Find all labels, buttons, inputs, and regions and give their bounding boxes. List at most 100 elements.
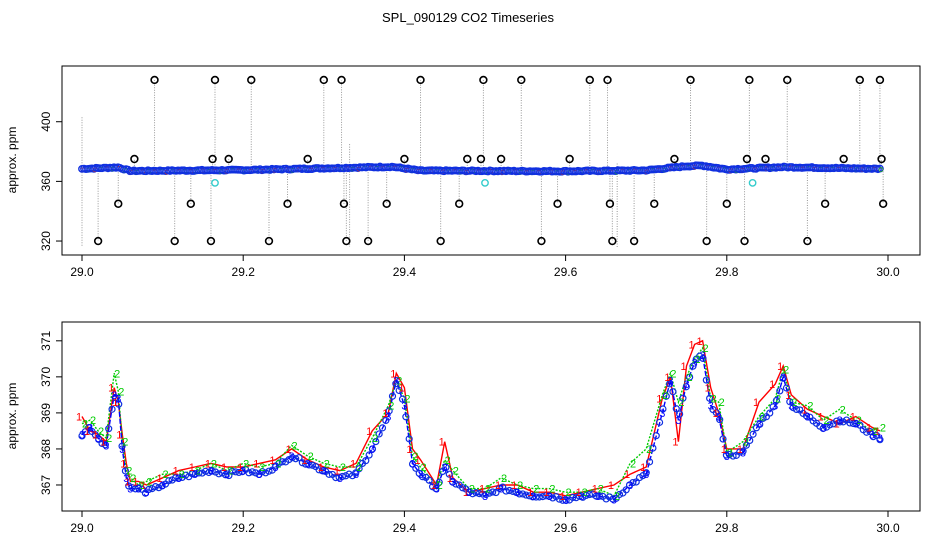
- series-3-point: [98, 439, 106, 448]
- series-1-marker: 1: [817, 412, 823, 424]
- series-1-marker: 1: [157, 473, 163, 485]
- baseline-point: [876, 164, 884, 173]
- series-2-marker: 2: [114, 368, 120, 380]
- series-3-point: [459, 484, 467, 492]
- series-3-marker: 3: [563, 494, 569, 506]
- series-2-marker: 2: [243, 458, 249, 470]
- outlier-point: [319, 75, 328, 85]
- series-2-marker: 2: [118, 386, 124, 398]
- series-3-marker: 3: [514, 487, 520, 499]
- outlier-point: [93, 236, 103, 246]
- series-3-point: [836, 418, 844, 426]
- series-1-marker: 1: [447, 473, 453, 485]
- series-line-1: [81, 339, 881, 497]
- series-2-marker: 2: [404, 393, 410, 405]
- series-2-marker: 2: [872, 426, 878, 438]
- series-3-marker: 3: [79, 430, 85, 442]
- series-2-marker: 2: [356, 462, 362, 474]
- series-3-point: [866, 427, 874, 436]
- series-3-point: [786, 398, 794, 406]
- series-3-point: [245, 469, 253, 477]
- x-tick-label: 30.0: [876, 265, 900, 279]
- series-3-marker: 3: [127, 484, 133, 496]
- series-3-point: [111, 393, 119, 402]
- bottom-plot-frame: [61, 321, 921, 512]
- series-2-marker: 2: [388, 401, 394, 413]
- series-1-marker: 1: [173, 466, 179, 478]
- series-3-point: [479, 490, 487, 498]
- outlier-point: [565, 154, 574, 164]
- series-1-marker: 1: [116, 430, 122, 442]
- series-2-marker: 2: [138, 480, 144, 492]
- series-1-marker: 1: [753, 397, 759, 409]
- outlier-point: [476, 154, 486, 164]
- outlier-point: [537, 236, 546, 246]
- series-2-marker: 2: [630, 458, 636, 470]
- y-tick-label: 370: [39, 367, 53, 387]
- series-3-point: [529, 493, 537, 501]
- series-2-marker: 2: [179, 469, 185, 481]
- series-3-point: [736, 448, 744, 456]
- series-1-marker: 1: [318, 462, 324, 474]
- series-3-point: [288, 454, 296, 462]
- series-3-point: [716, 416, 724, 424]
- series-3-point: [542, 492, 550, 500]
- series-1-marker: 1: [124, 476, 130, 488]
- series-3-point: [402, 413, 410, 421]
- series-3-marker: 3: [675, 415, 681, 427]
- series-3-marker: 3: [240, 466, 246, 478]
- series-2-marker: 2: [775, 393, 781, 405]
- series-3-point: [549, 494, 557, 502]
- series-3-marker: 3: [724, 451, 730, 463]
- cyan-point: [481, 178, 489, 187]
- series-1-marker: 1: [543, 487, 549, 499]
- series-1-marker: 1: [100, 437, 106, 449]
- series-3-marker: 3: [804, 412, 810, 424]
- series-2-marker: 2: [453, 466, 459, 478]
- series-3-point: [302, 460, 310, 468]
- series-3-point: [559, 496, 567, 504]
- outlier-point: [382, 199, 391, 208]
- series-1-marker: 1: [398, 383, 404, 395]
- outlier-point: [114, 199, 123, 208]
- series-3-marker: 3: [683, 379, 689, 391]
- series-3-marker: 3: [434, 484, 440, 496]
- series-3-point: [432, 484, 440, 493]
- series-2-marker: 2: [437, 480, 443, 492]
- outlier-point: [783, 75, 792, 85]
- series-3-point: [746, 436, 754, 445]
- series-3-point: [382, 416, 390, 425]
- series-3-marker: 3: [780, 372, 786, 384]
- series-3-marker: 3: [256, 469, 262, 481]
- series-3-marker: 3: [869, 430, 875, 442]
- series-2-marker: 2: [880, 422, 886, 434]
- series-2-marker: 2: [195, 466, 201, 478]
- series-3-point: [128, 483, 136, 492]
- series-2-marker: 2: [533, 484, 539, 496]
- series-3-point: [125, 482, 133, 490]
- series-3-point: [792, 405, 801, 414]
- series-3-point: [772, 396, 781, 405]
- series-3-point: [235, 468, 243, 477]
- series-3-marker: 3: [95, 433, 101, 445]
- series-3-point: [662, 392, 670, 400]
- series-1-marker: 1: [737, 444, 743, 456]
- series-1-marker: 1: [189, 462, 195, 474]
- series-1-marker: 1: [92, 430, 98, 442]
- series-1-marker: 1: [680, 361, 686, 373]
- series-3-point: [278, 458, 286, 466]
- series-3-marker: 3: [877, 433, 883, 445]
- series-3-marker: 3: [659, 408, 665, 420]
- series-2-marker: 2: [106, 433, 112, 445]
- series-3-point: [231, 468, 240, 476]
- series-1-marker: 1: [269, 455, 275, 467]
- series-1-marker: 1: [302, 455, 308, 467]
- series-3-point: [135, 484, 143, 492]
- series-1-marker: 1: [334, 466, 340, 478]
- series-3-marker: 3: [123, 473, 129, 485]
- series-3-point: [699, 354, 707, 362]
- series-3-point: [575, 492, 584, 500]
- series-3-point: [365, 451, 373, 459]
- series-1-marker: 1: [697, 336, 703, 348]
- series-3-point: [676, 410, 684, 418]
